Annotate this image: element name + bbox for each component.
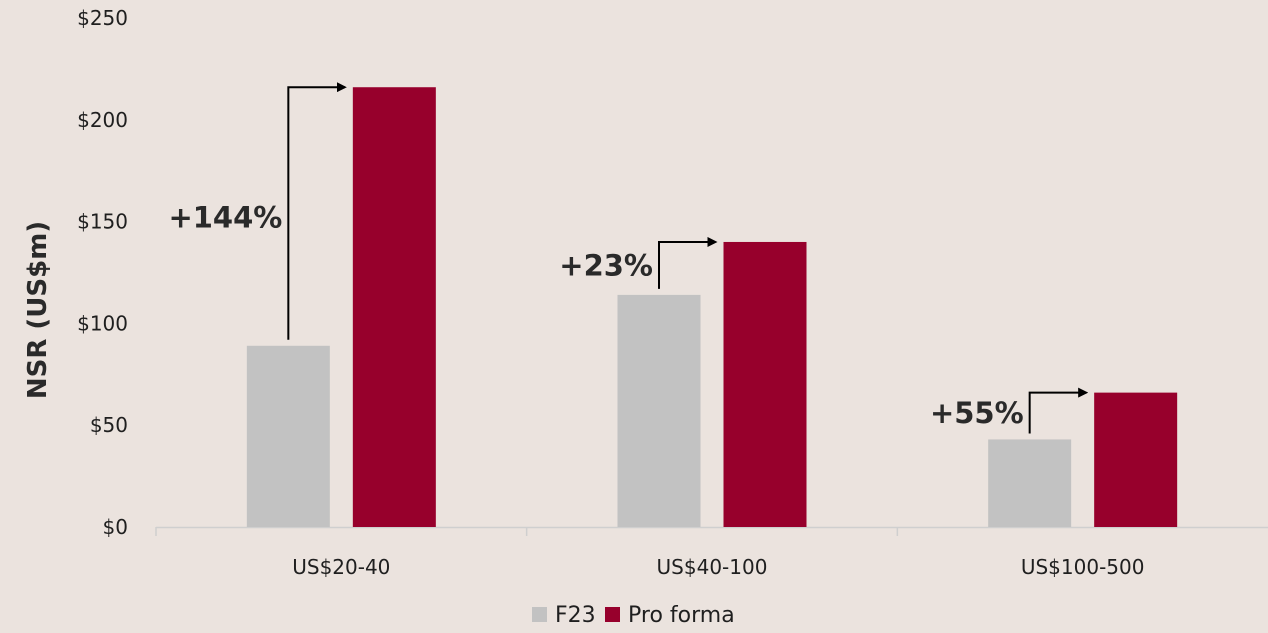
x-category-label: US$20-40 — [292, 555, 390, 579]
y-tick-label: $50 — [90, 413, 128, 437]
growth-arrow — [1028, 387, 1089, 434]
legend-label-pro-forma: Pro forma — [628, 603, 735, 628]
x-category-label: US$40-100 — [657, 555, 768, 579]
legend-swatch-f23 — [532, 607, 547, 622]
y-tick-label: $250 — [77, 6, 128, 30]
y-tick-label: $0 — [103, 515, 128, 539]
legend: F23 Pro forma — [532, 603, 735, 628]
bar-series — [246, 87, 1178, 527]
growth-percent-label: +23% — [559, 248, 653, 282]
growth-annotations: +144% +23% +55% — [168, 82, 1089, 434]
bar-pro-forma-1 — [352, 87, 436, 527]
bar-f23-1 — [246, 345, 330, 527]
growth-percent-label: +55% — [930, 396, 1024, 430]
x-category-label: US$100-500 — [1021, 555, 1145, 579]
bar-f23-3 — [988, 439, 1072, 527]
bar-pro-forma-3 — [1094, 392, 1178, 527]
x-axis-categories: US$20-40 US$40-100 US$100-500 — [292, 555, 1144, 579]
y-tick-label: $100 — [77, 311, 128, 335]
y-tick-label: $150 — [77, 210, 128, 234]
growth-arrow — [658, 236, 718, 289]
legend-swatch-pro-forma — [605, 607, 620, 622]
y-axis-label: NSR (US$m) — [23, 221, 53, 399]
y-axis-ticks: $0 $50 $100 $150 $200 $250 — [77, 6, 128, 539]
x-axis-separators — [155, 527, 899, 536]
y-tick-label: $200 — [77, 108, 128, 132]
legend-label-f23: F23 — [555, 603, 596, 628]
growth-percent-label: +144% — [168, 201, 282, 235]
growth-arrow — [287, 82, 347, 340]
bar-f23-2 — [617, 294, 701, 527]
bar-pro-forma-2 — [723, 241, 807, 527]
